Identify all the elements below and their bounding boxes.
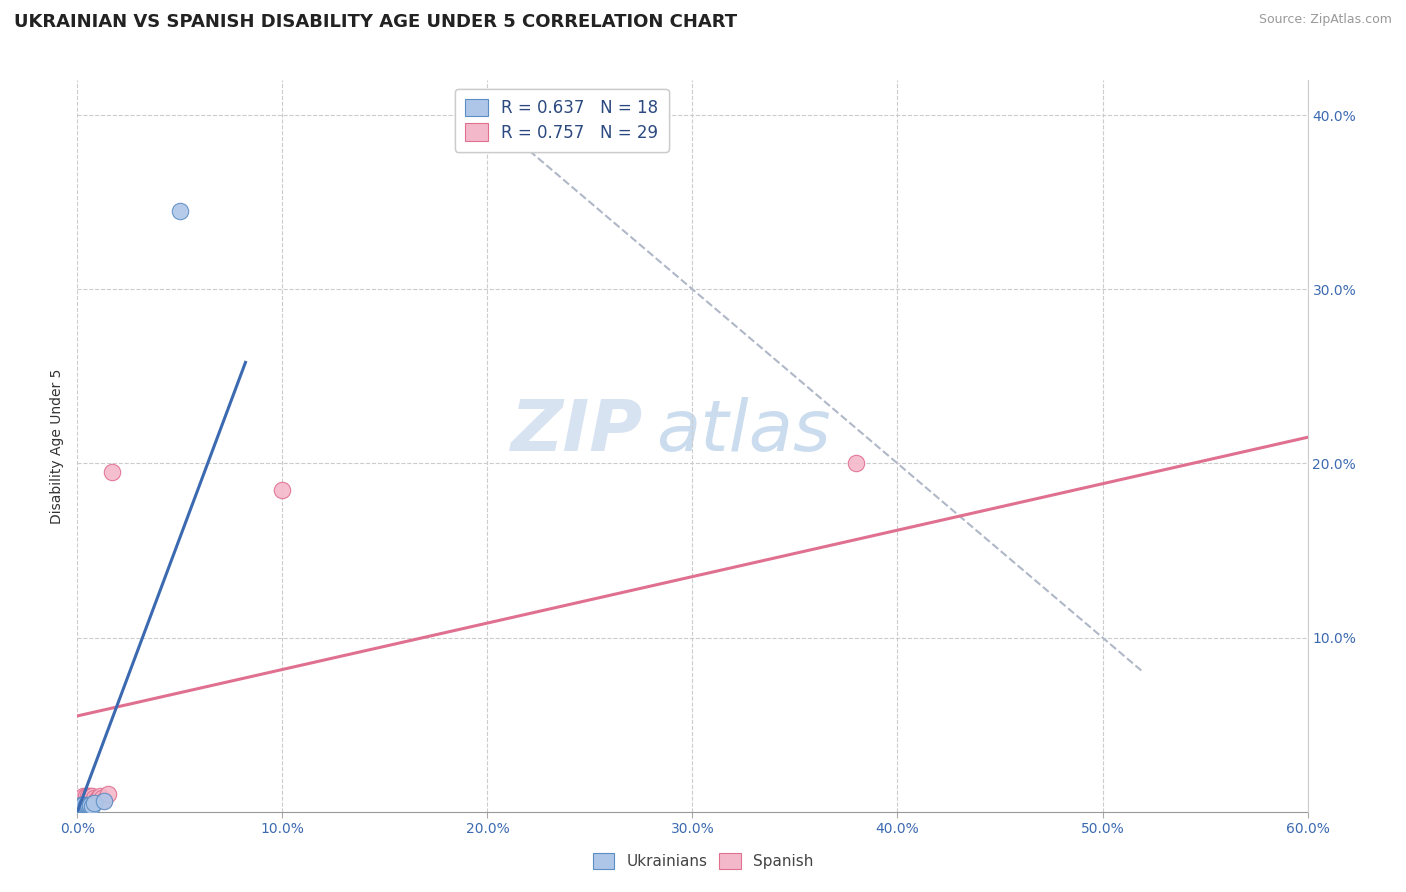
Point xyxy=(72,797,94,812)
Point xyxy=(70,796,93,810)
Point xyxy=(70,801,93,815)
Point xyxy=(72,789,94,803)
Text: UKRAINIAN VS SPANISH DISABILITY AGE UNDER 5 CORRELATION CHART: UKRAINIAN VS SPANISH DISABILITY AGE UNDE… xyxy=(14,13,737,31)
Legend: Ukrainians, Spanish: Ukrainians, Spanish xyxy=(586,847,820,875)
Point xyxy=(75,799,97,814)
Point xyxy=(72,799,94,814)
Point xyxy=(83,790,105,805)
Point xyxy=(271,483,294,497)
Point xyxy=(67,801,90,815)
Point xyxy=(76,797,98,812)
Point xyxy=(79,799,101,814)
Point xyxy=(75,789,97,803)
Point xyxy=(70,797,93,812)
Point xyxy=(67,792,90,806)
Point xyxy=(72,794,94,808)
Point xyxy=(84,792,107,806)
Y-axis label: Disability Age Under 5: Disability Age Under 5 xyxy=(51,368,65,524)
Point xyxy=(75,797,97,812)
Point xyxy=(83,796,105,810)
Point xyxy=(87,790,110,805)
Point xyxy=(93,794,115,808)
Point xyxy=(75,794,97,808)
Point xyxy=(845,457,868,471)
Point xyxy=(169,203,191,218)
Point xyxy=(76,789,98,803)
Point xyxy=(80,789,103,803)
Point xyxy=(97,787,120,801)
Point xyxy=(76,792,98,806)
Text: atlas: atlas xyxy=(655,397,830,466)
Point xyxy=(76,796,98,810)
Point xyxy=(93,792,115,806)
Point xyxy=(70,799,93,814)
Point xyxy=(70,790,93,805)
Point xyxy=(89,789,111,803)
Point xyxy=(76,799,98,814)
Text: ZIP: ZIP xyxy=(510,397,644,466)
Point xyxy=(72,790,94,805)
Point xyxy=(90,790,114,805)
Point xyxy=(70,794,93,808)
Point xyxy=(67,799,90,814)
Point xyxy=(80,799,103,814)
Text: Source: ZipAtlas.com: Source: ZipAtlas.com xyxy=(1258,13,1392,27)
Point xyxy=(79,789,101,803)
Point xyxy=(72,801,94,815)
Point xyxy=(80,792,103,806)
Point xyxy=(75,792,97,806)
Legend: R = 0.637   N = 18, R = 0.757   N = 29: R = 0.637 N = 18, R = 0.757 N = 29 xyxy=(454,88,668,152)
Point xyxy=(79,792,101,806)
Point xyxy=(72,792,94,806)
Point xyxy=(79,797,101,812)
Point xyxy=(101,465,124,479)
Point xyxy=(67,796,90,810)
